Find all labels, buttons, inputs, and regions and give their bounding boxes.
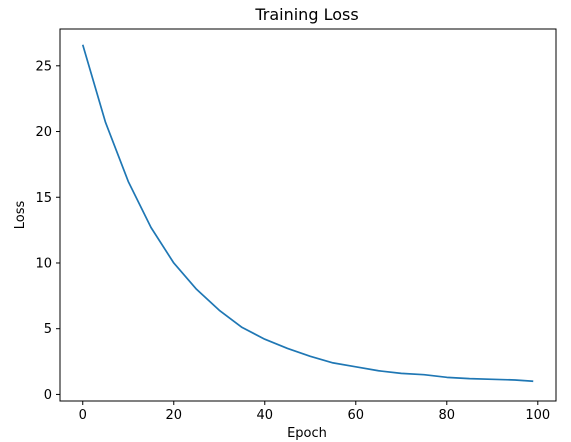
x-axis-label: Epoch	[287, 426, 327, 441]
x-tick-label: 20	[165, 408, 182, 423]
y-axis-label: Loss	[13, 201, 28, 230]
x-tick-label: 100	[525, 408, 550, 423]
loss-line	[81, 44, 534, 383]
y-tick-label: 0	[44, 388, 52, 403]
series-layer	[81, 44, 534, 383]
x-tick-label: 60	[348, 408, 365, 423]
plot-frame	[59, 28, 557, 402]
y-tick-label: 25	[35, 59, 52, 74]
y-tick-label: 5	[44, 322, 52, 337]
x-tick-label: 0	[79, 408, 87, 423]
y-tick-label: 10	[35, 256, 52, 271]
y-axis: 0 5 10 15 20 25	[35, 59, 60, 403]
chart-title: Training Loss	[254, 5, 358, 24]
y-tick-label: 15	[35, 191, 52, 206]
y-tick-label: 20	[35, 125, 52, 140]
x-tick-label: 80	[439, 408, 456, 423]
x-axis: 0 20 40 60 80 100	[79, 401, 550, 423]
x-tick-label: 40	[256, 408, 273, 423]
